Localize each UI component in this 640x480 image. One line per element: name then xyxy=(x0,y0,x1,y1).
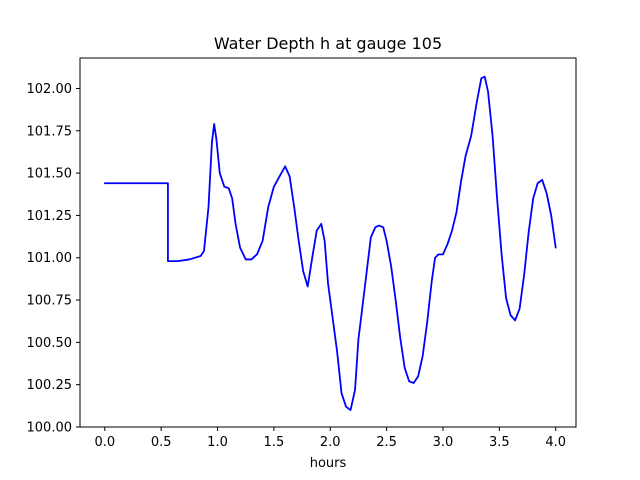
axes: 0.0 0.5 1.0 1.5 2.0 2.5 3.0 3.5 4.0 100.00 100.25 1… xyxy=(27,57,577,450)
y-tick-label: 101.00 xyxy=(27,251,73,266)
x-tick-label: 1.5 xyxy=(264,435,285,450)
x-tick-label: 0.0 xyxy=(94,435,115,450)
series-line-0 xyxy=(103,75,557,411)
y-tick-label: 100.50 xyxy=(27,336,73,351)
plot-area xyxy=(103,75,557,411)
y-tick-label: 101.50 xyxy=(27,167,73,182)
y-tick-label: 100.00 xyxy=(27,421,73,436)
x-tick-label: 2.0 xyxy=(320,435,341,450)
y-tick-label: 100.25 xyxy=(27,378,73,393)
x-tick-label: 3.5 xyxy=(489,435,510,450)
x-tick-label: 3.0 xyxy=(433,435,454,450)
x-tick-label: 1.0 xyxy=(207,435,228,450)
x-tick-label: 0.5 xyxy=(151,435,172,450)
y-tick-label: 102.00 xyxy=(27,82,73,97)
y-tick-label: 100.75 xyxy=(27,294,73,309)
x-tick-label: 4.0 xyxy=(545,435,566,450)
y-tick-label: 101.25 xyxy=(27,209,73,224)
x-tick-label: 2.5 xyxy=(376,435,397,450)
x-axis-label: hours xyxy=(310,456,347,471)
y-tick-label: 101.75 xyxy=(27,124,73,139)
chart-title: Water Depth h at gauge 105 xyxy=(214,34,442,53)
plot-frame xyxy=(79,57,577,428)
